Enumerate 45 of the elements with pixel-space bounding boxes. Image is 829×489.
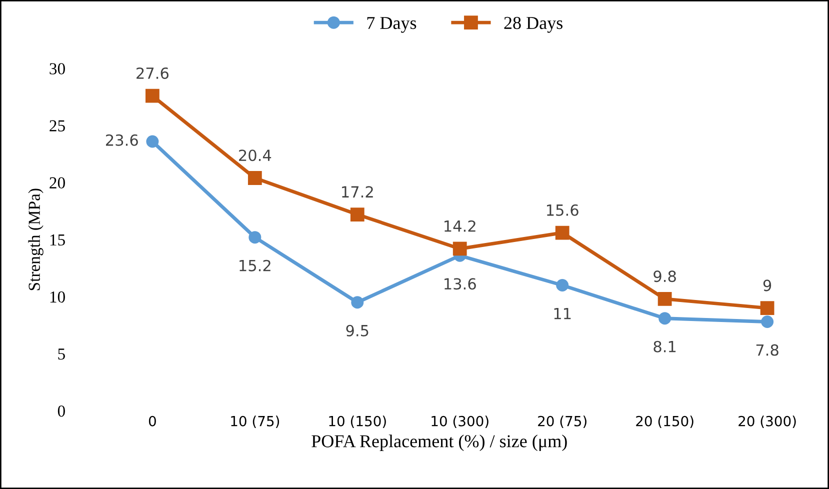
data-label: 7.8: [756, 344, 778, 356]
data-label: 20.4: [239, 150, 272, 162]
data-label: 15.2: [240, 260, 270, 272]
data-label: 13.6: [444, 278, 476, 290]
data-label: 14.2: [444, 220, 476, 232]
x-tick-label: 20 (150): [636, 416, 694, 428]
data-label: 9: [763, 280, 772, 292]
data-label: 8.1: [654, 340, 676, 352]
point: [658, 312, 672, 325]
x-tick-label: 20 (300): [738, 416, 796, 428]
point: [760, 301, 774, 316]
y-tick-label: 5: [58, 348, 65, 360]
legend-label: 7 Days: [367, 17, 416, 33]
point: [556, 279, 569, 292]
x-tick-label: 10 (300): [432, 416, 488, 428]
x-tick-label: 10 (75): [231, 416, 280, 428]
point: [350, 208, 364, 222]
data-label: 11: [554, 308, 571, 320]
point: [248, 231, 262, 244]
y-axis-title: Strength (MPa): [28, 188, 44, 290]
point: [452, 242, 467, 256]
data-label: 9.8: [654, 270, 676, 282]
legend-label: 28 Days: [504, 16, 562, 33]
point: [658, 292, 672, 306]
y-tick-label: 20: [50, 177, 65, 189]
point: [248, 171, 262, 185]
point: [555, 226, 570, 240]
y-tick-label: 25: [50, 120, 65, 132]
point: [146, 135, 159, 148]
y-tick-label: 0: [58, 405, 65, 417]
data-label: 15.6: [547, 204, 578, 216]
x-tick-label: 10 (150): [329, 416, 386, 428]
data-label: 17.2: [342, 186, 373, 198]
point: [761, 316, 774, 328]
y-tick-label: 15: [50, 234, 65, 246]
data-label: 9.5: [346, 324, 368, 336]
y-tick-label: 10: [50, 291, 65, 303]
point: [146, 88, 160, 103]
x-axis-title: POFA Replacement (%) / size (μm): [312, 434, 567, 452]
y-tick-label: 30: [50, 63, 65, 74]
x-tick-label: 20 (75): [538, 416, 586, 428]
point: [351, 296, 364, 309]
data-label: 23.6: [106, 134, 138, 146]
x-tick-label: 0: [148, 416, 156, 426]
data-label: 27.6: [136, 67, 168, 79]
